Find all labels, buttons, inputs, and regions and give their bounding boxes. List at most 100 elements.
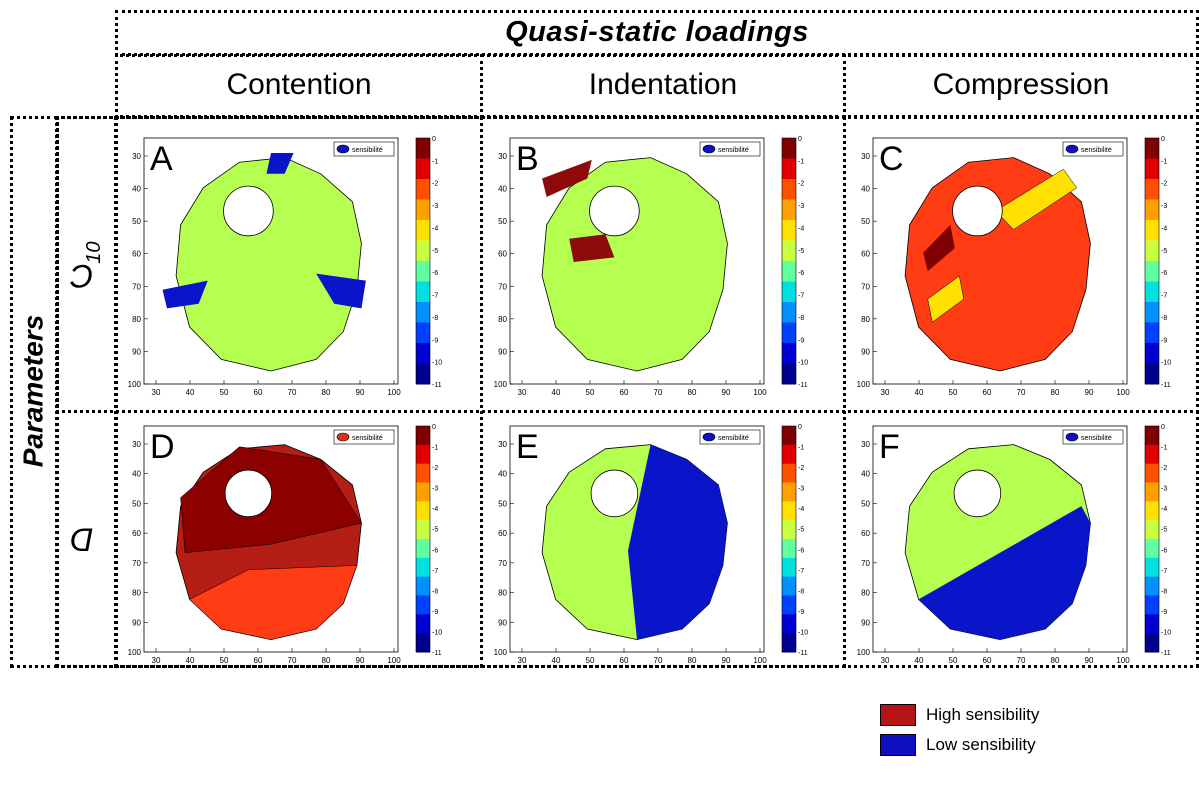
colorbar-tick-label: -8 [432, 588, 438, 595]
panel-letter: E [516, 428, 539, 466]
colorbar-tick-label: -9 [1161, 337, 1167, 344]
high-region [569, 234, 615, 262]
bone-hole [953, 469, 1002, 518]
x-tick-label: 60 [983, 656, 992, 665]
y-tick-label: 70 [861, 559, 870, 568]
colorbar-segment [782, 261, 796, 282]
x-tick-label: 40 [186, 656, 195, 665]
x-tick-label: 80 [322, 656, 331, 665]
panel-d: 30 40 50 60 70 80 90 100 30 40 50 60 70 80 90 100 D sensi… [128, 424, 443, 665]
colorbar-tick-label: -4 [432, 506, 438, 513]
x-tick-label: 30 [881, 656, 890, 665]
colorbar-segment [782, 322, 796, 344]
x-tick-label: 40 [915, 656, 924, 665]
colorbar-tick-label: -2 [432, 181, 438, 188]
y-tick-label: 50 [861, 217, 870, 226]
x-tick-label: 30 [518, 656, 527, 665]
colorbar-segment [416, 426, 430, 446]
colorbar-segment [782, 482, 796, 502]
colorbar-tick-label: -2 [432, 465, 438, 472]
y-tick-label: 50 [861, 499, 870, 508]
y-tick-label: 30 [132, 440, 141, 449]
inset-legend-box [699, 141, 761, 157]
colorbar-tick-label: -2 [798, 181, 804, 188]
y-tick-label: 70 [498, 282, 507, 291]
inset-legend-box [1062, 429, 1124, 445]
colorbar-tick-label: -10 [798, 360, 808, 367]
y-tick-label: 100 [494, 380, 508, 389]
colorbar-segment [416, 261, 430, 282]
sensitivity-region [904, 157, 1091, 372]
figure-title: Quasi-static loadings [505, 15, 809, 48]
colorbar-tick-label: 0 [432, 136, 436, 143]
colorbar-segment [1145, 557, 1159, 578]
colorbar-segment [416, 363, 430, 385]
x-tick-label: 30 [881, 388, 890, 397]
mid-region [189, 565, 358, 640]
y-tick-label: 90 [132, 347, 141, 356]
colorbar-segment [782, 576, 796, 596]
colorbar-tick-label: -9 [432, 337, 438, 344]
colorbar-tick-label: -4 [432, 225, 438, 232]
colorbar-tick-label: -6 [432, 270, 438, 277]
inset-legend-label: sensibilité [1081, 435, 1112, 442]
inset-legend-marker [1065, 144, 1079, 154]
colorbar-segment [416, 633, 430, 653]
colorbar-segment [1145, 363, 1159, 385]
x-tick-label: 90 [722, 388, 731, 397]
colorbar-tick-label: -7 [432, 568, 438, 575]
colorbar-tick-label: -3 [798, 203, 804, 210]
y-tick-label: 100 [857, 648, 871, 657]
colorbar-tick-label: -3 [432, 486, 438, 493]
x-tick-label: 100 [387, 656, 401, 665]
high-region [542, 159, 592, 197]
x-tick-label: 90 [1085, 388, 1094, 397]
colorbar-segment [1145, 539, 1159, 559]
colorbar-tick-label: -5 [432, 527, 438, 534]
x-tick-label: 70 [1017, 388, 1026, 397]
column-divider-2 [480, 116, 846, 668]
colorbar-segment [416, 444, 430, 465]
legend-swatch-low [880, 734, 916, 756]
legend-label-high: High sensibility [926, 705, 1040, 724]
x-tick-label: 40 [552, 388, 561, 397]
colorbar-tick-label: -1 [798, 445, 804, 452]
colorbar-segment [416, 302, 430, 323]
legend-item-low: Low sensibility [880, 730, 1039, 760]
x-tick-label: 50 [220, 656, 229, 665]
colorbar-tick-label: -9 [432, 609, 438, 616]
colorbar-segment [782, 302, 796, 323]
colorbar-segment [782, 199, 796, 221]
x-tick-label: 100 [753, 388, 767, 397]
low-region [918, 506, 1091, 640]
colorbar-segment [1145, 220, 1159, 241]
colorbar-tick-label: -4 [798, 225, 804, 232]
colorbar-tick-label: -7 [1161, 293, 1167, 300]
colorbar-frame [781, 137, 797, 385]
y-tick-label: 80 [861, 315, 870, 324]
x-tick-label: 40 [552, 656, 561, 665]
legend-item-high: High sensibility [880, 700, 1039, 730]
x-tick-label: 90 [1085, 656, 1094, 665]
sensitivity-region [541, 157, 728, 372]
y-tick-label: 70 [498, 559, 507, 568]
bone-hole [589, 185, 640, 237]
colorbar-tick-label: -11 [432, 650, 442, 657]
x-tick-label: 70 [654, 388, 663, 397]
colorbar-segment [1145, 595, 1159, 615]
x-tick-label: 100 [1116, 656, 1130, 665]
panel-f: 30 40 50 60 70 80 90 100 30 40 50 60 70 80 90 100 F sensi… [857, 424, 1172, 665]
y-tick-label: 70 [132, 559, 141, 568]
colorbar-segment [416, 557, 430, 578]
colorbar-segment [782, 463, 796, 483]
y-tick-label: 30 [498, 152, 507, 161]
colorbar-tick-label: -7 [798, 568, 804, 575]
colorbar-tick-label: -8 [432, 315, 438, 322]
colorbar-tick-label: -3 [432, 203, 438, 210]
colorbar-tick-label: -6 [798, 270, 804, 277]
x-tick-label: 80 [688, 656, 697, 665]
colorbar-segment [782, 343, 796, 364]
x-tick-label: 70 [1017, 656, 1026, 665]
x-tick-label: 100 [753, 656, 767, 665]
colorbar-segment [782, 138, 796, 159]
